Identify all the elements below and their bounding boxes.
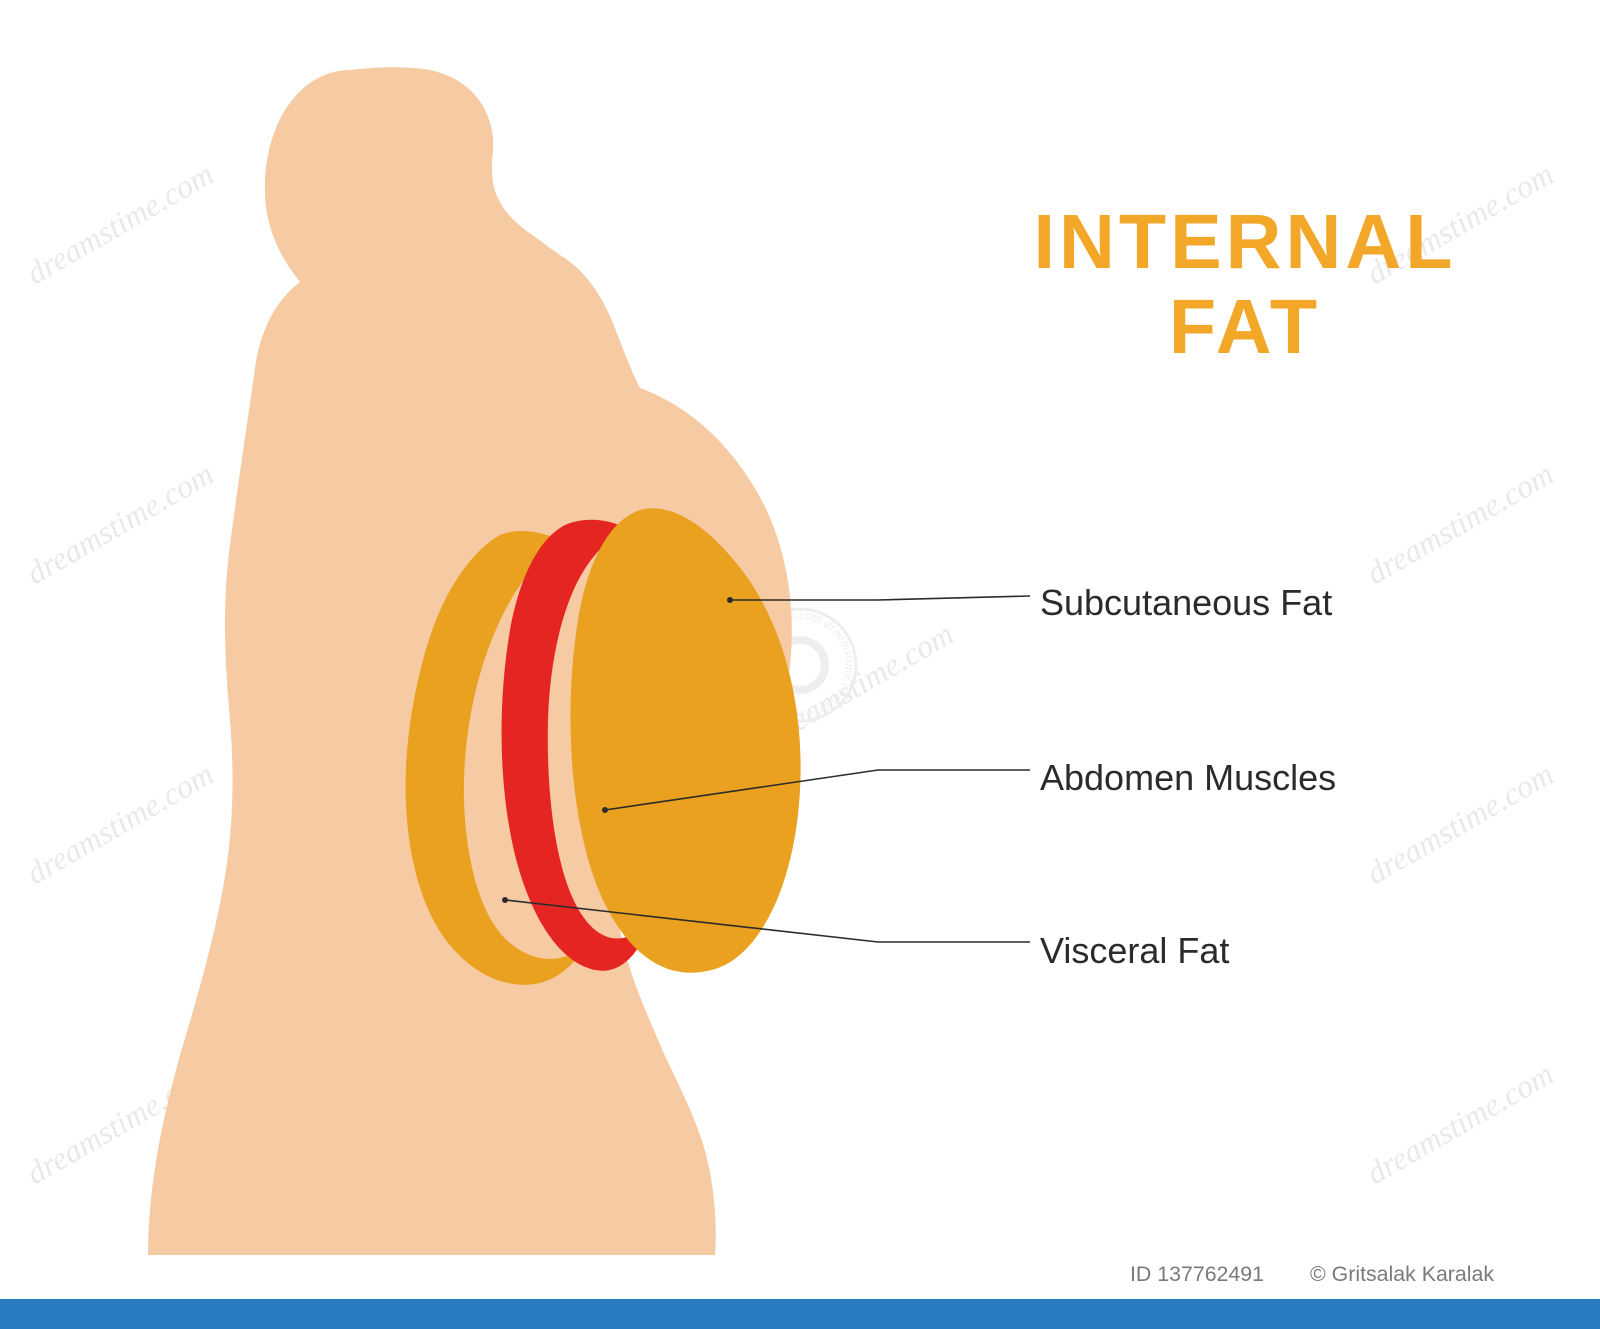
image-id-text: ID 137762491	[1130, 1262, 1264, 1287]
title-line2: FAT	[1169, 284, 1321, 370]
credit-text: © Gritsalak Karalak	[1310, 1262, 1494, 1287]
title: INTERNAL FAT	[1005, 200, 1485, 370]
footer-bar	[0, 1299, 1600, 1329]
callout-dot-abdomen-muscles	[602, 807, 608, 813]
label-visceral: Visceral Fat	[1040, 930, 1229, 972]
callout-dot-subcutaneous	[727, 597, 733, 603]
infographic-canvas: dreamstime.comdreamstime.comdreamstime.c…	[0, 0, 1600, 1329]
title-line1: INTERNAL	[1034, 199, 1457, 285]
label-subcutaneous: Subcutaneous Fat	[1040, 582, 1332, 624]
callout-dot-visceral	[502, 897, 508, 903]
label-abdomen-muscles: Abdomen Muscles	[1040, 757, 1336, 799]
